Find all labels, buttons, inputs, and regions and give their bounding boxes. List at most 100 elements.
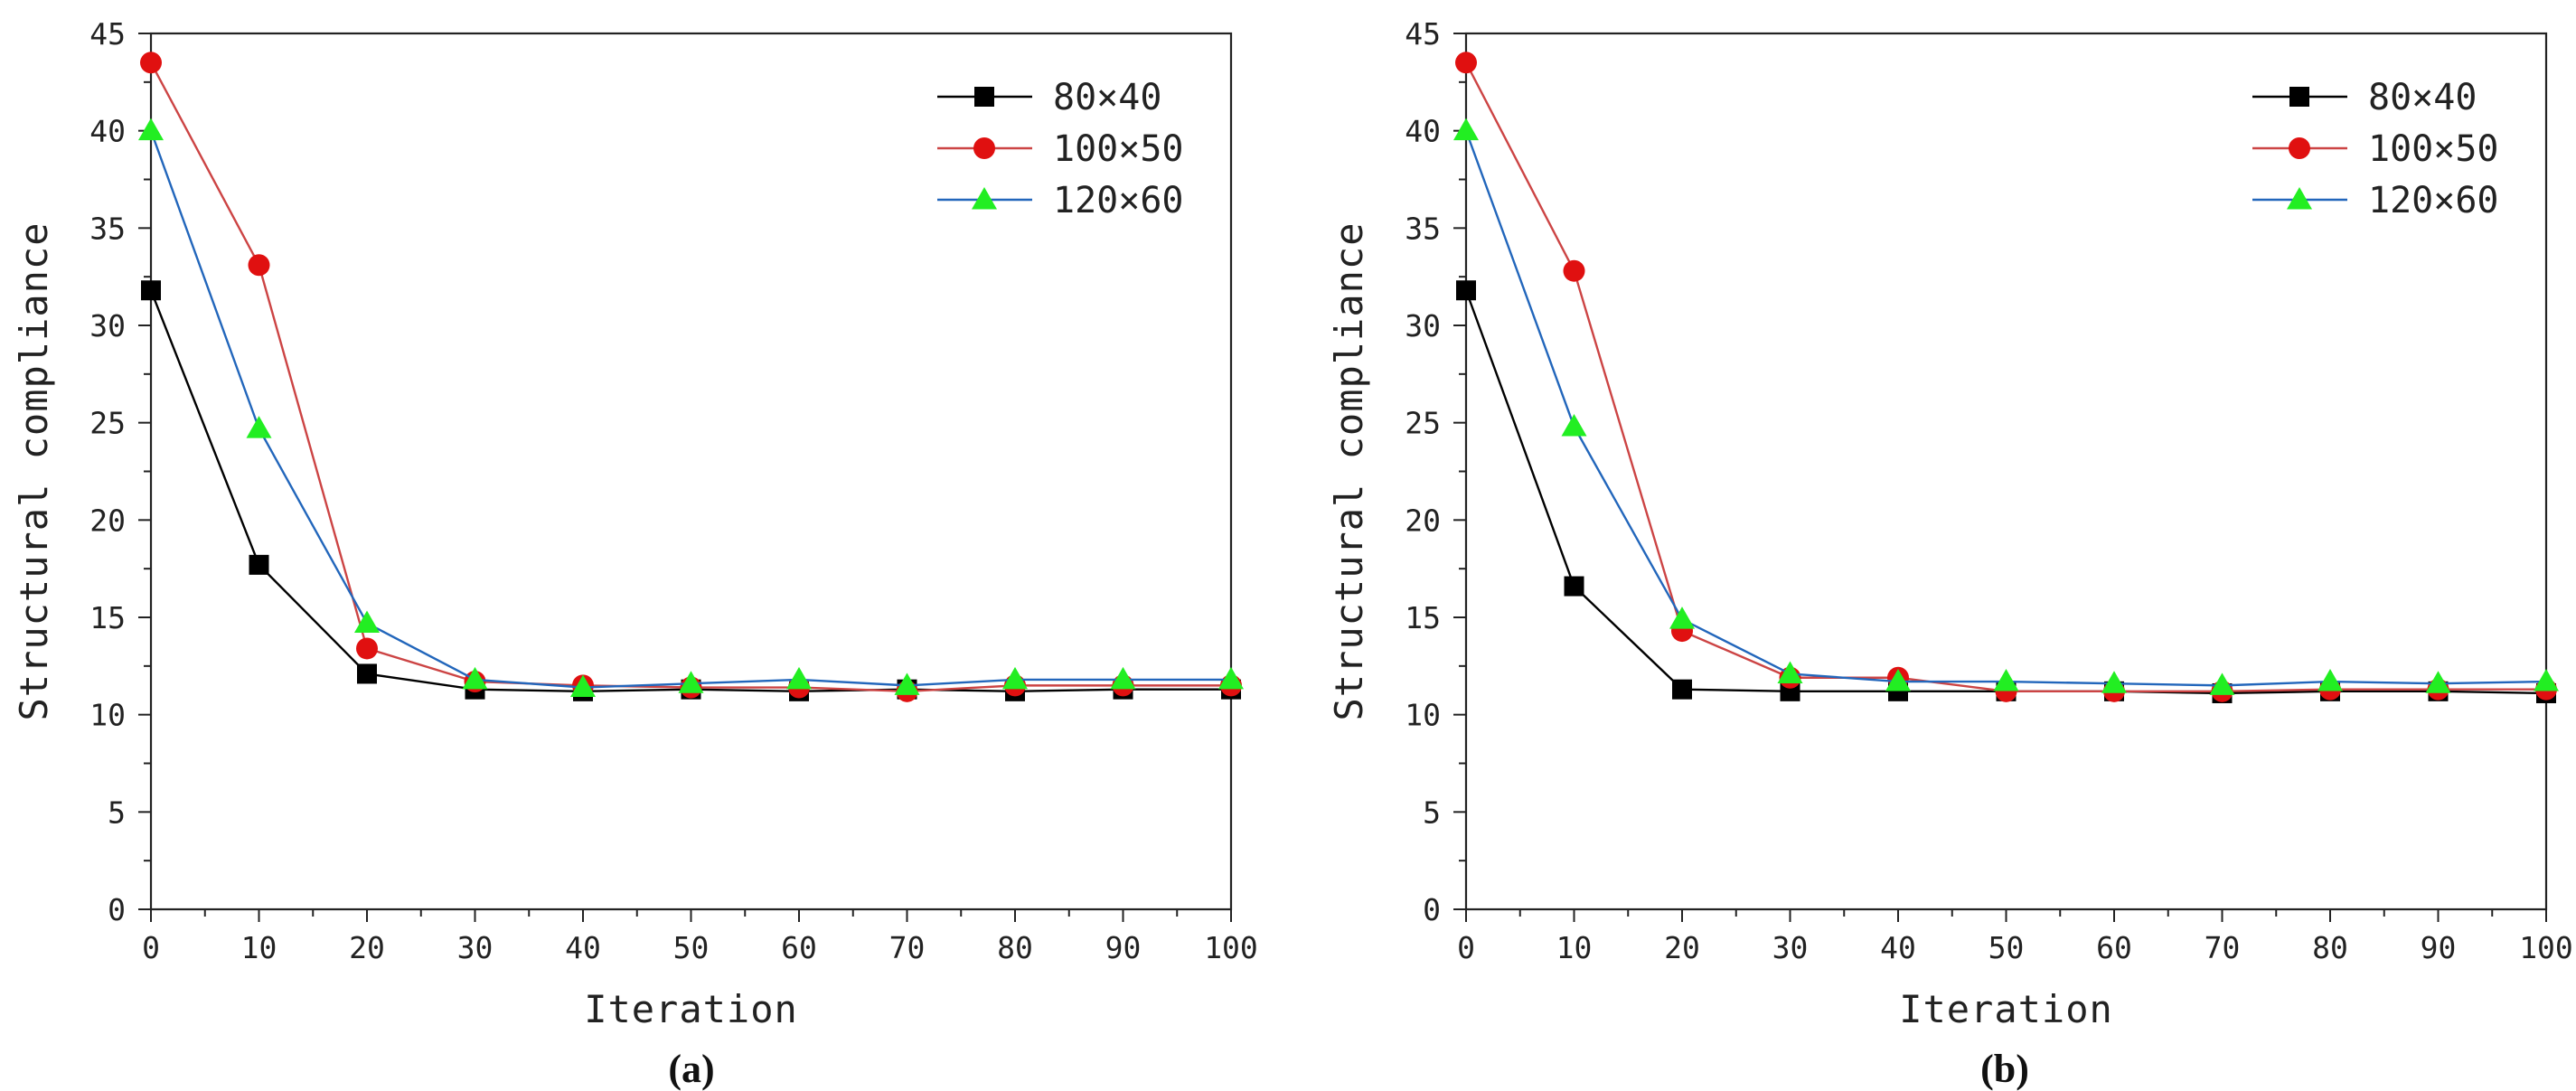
data-point [1561,413,1587,437]
x-tick-label: 50 [673,930,710,965]
series-triangle [1453,118,2559,695]
data-point [1110,666,1136,690]
x-tick-label: 60 [781,930,817,965]
y-tick-label: 35 [89,211,126,246]
data-point [1455,52,1477,74]
x-tick-label: 10 [241,930,277,965]
y-tick-label: 0 [1423,892,1441,927]
data-point [1669,607,1695,629]
chart-panel-b: 0 10 20 30 40 50 60 70 80 90 100 0 5 10 15 20 25 30 35 40 45… [1327,16,2573,1091]
y-tick-label: 5 [1423,795,1441,830]
x-tick-label: 10 [1556,930,1593,965]
data-point [2317,669,2343,691]
series-square [141,280,1241,701]
data-point [894,672,920,695]
y-tick-label: 40 [89,114,126,149]
data-point [1993,669,2019,691]
x-tick-label: 80 [2312,930,2348,965]
y-tick-label: 20 [89,503,126,538]
data-point [678,671,704,693]
y-axis-label: Structural compliance [1327,221,1371,720]
y-tick-label: 25 [1405,406,1441,441]
x-axis-label: Iteration [1899,987,2113,1031]
y-tick-label: 10 [89,698,126,733]
legend: 80×40 100×50 120×60 [2252,77,2499,221]
data-point [2209,672,2235,695]
legend-marker [2287,187,2312,210]
y-tick-label: 45 [89,16,126,52]
y-tick-label: 35 [1405,211,1441,246]
y-tick-label: 25 [89,406,126,441]
data-point [2425,671,2451,693]
legend: 80×40 100×50 120×60 [937,77,1184,221]
x-tick-label: 20 [349,930,385,965]
x-tick-label: 60 [2096,930,2132,965]
data-point [462,666,488,690]
data-point [246,416,272,438]
y-tick-label: 0 [108,892,126,927]
legend-label: 120×60 [1053,180,1184,221]
data-point [357,663,377,684]
data-point [1885,669,1911,691]
x-tick-label: 30 [1772,930,1809,965]
data-point [356,637,378,660]
data-point [1453,118,1479,141]
x-tick-label: 90 [2421,930,2457,965]
series-line [1464,289,2547,695]
data-point [1563,259,1585,282]
x-tick-label: 30 [457,930,494,965]
legend-marker [973,137,995,159]
legend-marker [2289,87,2309,107]
y-tick-label: 45 [1405,16,1441,52]
legend-marker [972,187,997,210]
legend-label: 80×40 [2368,77,2477,118]
y-tick-label: 40 [1405,114,1441,149]
data-point [138,118,164,141]
data-point [2101,671,2127,693]
legend-marker [2289,137,2310,159]
x-tick-label: 50 [1988,930,2025,965]
series-triangle [138,118,1244,698]
x-axis-label: Iteration [584,987,798,1031]
legend-label: 100×50 [2368,128,2499,170]
x-tick-label: 0 [1457,930,1475,965]
data-point [1777,661,1803,683]
data-point [141,280,161,301]
data-point [354,610,380,633]
data-point [1218,666,1244,690]
legend-label: 80×40 [1053,77,1161,118]
legend-label: 120×60 [2368,180,2499,221]
legend-label: 100×50 [1053,128,1184,170]
x-tick-label: 90 [1105,930,1142,965]
y-axis-label: Structural compliance [12,221,56,720]
data-point [249,554,269,575]
x-tick-label: 80 [997,930,1033,965]
y-tick-label: 10 [1405,698,1441,733]
panel-label: (a) [668,1047,714,1091]
x-tick-label: 100 [1204,930,1258,965]
x-tick-label: 40 [1880,930,1916,965]
data-point [1456,280,1476,301]
y-tick-label: 30 [1405,308,1441,343]
data-point [140,52,162,74]
chart-panel-a: 0 10 20 30 40 50 60 70 80 90 100 0 5 10 15 20 25 30 35 40 45… [12,16,1258,1091]
data-point [248,254,270,277]
y-tick-label: 15 [1405,600,1441,635]
data-point [1002,666,1028,690]
x-tick-label: 100 [2519,930,2573,965]
data-point [1672,679,1692,700]
x-tick-label: 20 [1664,930,1700,965]
x-tick-label: 0 [142,930,160,965]
panel-label: (b) [1980,1047,2029,1091]
x-tick-label: 40 [565,930,601,965]
data-point [1564,576,1584,597]
y-tick-label: 15 [89,600,126,635]
x-tick-label: 70 [2205,930,2241,965]
data-point [2534,669,2559,691]
x-tick-label: 70 [889,930,926,965]
series-line [149,289,1231,693]
y-tick-label: 30 [89,308,126,343]
series-square [1456,280,2556,703]
y-tick-label: 20 [1405,503,1441,538]
